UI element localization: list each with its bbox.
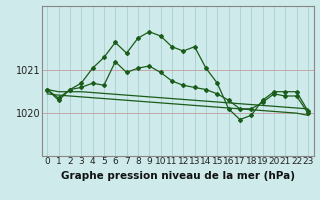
X-axis label: Graphe pression niveau de la mer (hPa): Graphe pression niveau de la mer (hPa) bbox=[60, 171, 295, 181]
